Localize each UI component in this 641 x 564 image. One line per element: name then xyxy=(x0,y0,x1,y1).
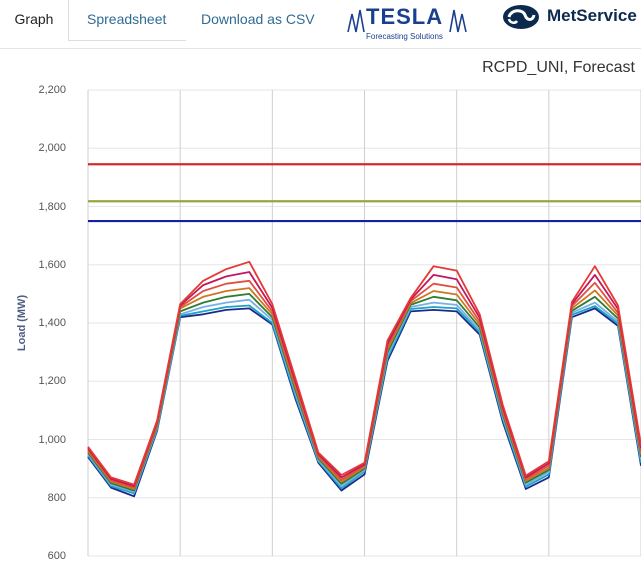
y-tick-label: 1,600 xyxy=(38,258,66,271)
y-tick-label: 1,400 xyxy=(38,317,66,329)
metservice-logo-text: MetService xyxy=(547,6,637,25)
tab-spreadsheet[interactable]: Spreadsheet xyxy=(87,11,167,27)
y-tick-label: 1,000 xyxy=(38,433,66,446)
top-nav: Graph Spreadsheet Download as CSV TESLA … xyxy=(0,0,641,42)
y-tick-label: 2,000 xyxy=(38,142,66,155)
metservice-logo: MetService xyxy=(501,3,637,33)
tesla-wave-icon xyxy=(347,9,467,33)
y-axis-label: Load (MW) xyxy=(16,294,28,352)
y-tick-label: 1,800 xyxy=(38,200,66,213)
tab-graph[interactable]: Graph xyxy=(0,0,69,41)
tesla-logo-text: TESLA xyxy=(366,4,444,29)
tab-divider xyxy=(68,40,186,41)
series-line xyxy=(87,260,641,486)
y-tick-label: 800 xyxy=(47,491,66,504)
tesla-logo-tagline: Forecasting Solutions xyxy=(366,32,443,41)
header-divider xyxy=(0,48,641,49)
chart-title: RCPD_UNI, Forecast xyxy=(482,59,635,76)
y-tick-label: 1,200 xyxy=(38,375,66,388)
metservice-swirl-icon xyxy=(503,5,539,29)
tesla-logo: TESLA Forecasting Solutions xyxy=(346,4,470,44)
y-tick-label: 2,200 xyxy=(38,84,66,96)
tab-download-csv[interactable]: Download as CSV xyxy=(201,11,315,27)
y-tick-label: 600 xyxy=(47,550,66,562)
